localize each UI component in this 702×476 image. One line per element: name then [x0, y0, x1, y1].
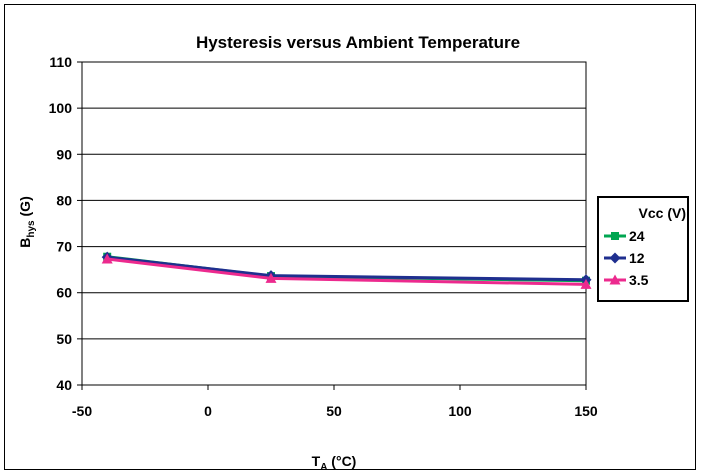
legend-label: 24	[629, 228, 645, 244]
data-point	[101, 253, 113, 264]
x-axis-label-main: T	[312, 453, 321, 469]
legend-marker	[609, 252, 621, 264]
x-tick-label: 100	[448, 403, 472, 419]
y-tick-label: 70	[56, 239, 72, 255]
y-axis-label-unit: (G)	[17, 196, 33, 220]
y-tick-label: 100	[49, 100, 73, 116]
data-point	[265, 272, 277, 283]
x-axis-label-sub: A	[320, 462, 327, 473]
y-axis-label-sub: hys	[26, 220, 37, 238]
x-axis-label-unit: (°C)	[327, 453, 356, 469]
legend: Vcc (V) 24 12 3.5	[597, 196, 689, 302]
legend-marker	[609, 274, 621, 285]
legend-item-24: 24	[604, 228, 645, 244]
x-axis-label: TA (°C)	[312, 453, 357, 473]
x-tick-label: 0	[204, 403, 212, 419]
grid-lines	[77, 61, 587, 390]
y-tick-label: 90	[56, 146, 72, 162]
legend-marker	[611, 232, 619, 240]
series-layer	[101, 251, 592, 289]
y-tick-label: 40	[56, 377, 72, 393]
plot-area	[81, 61, 587, 386]
x-tick-labels: -50 0 50 100 150	[72, 403, 598, 419]
y-tick-label: 50	[56, 331, 72, 347]
x-tick-label: 150	[574, 403, 598, 419]
y-tick-label: 110	[49, 54, 72, 70]
y-tick-labels: 40 50 60 70 80 90 100 110	[49, 54, 73, 393]
legend-item-12: 12	[604, 250, 645, 266]
data-point	[580, 278, 592, 289]
x-tick-label: -50	[72, 403, 92, 419]
y-tick-label: 80	[56, 192, 72, 208]
chart-frame	[4, 4, 696, 470]
y-tick-label: 60	[56, 285, 72, 301]
legend-title: Vcc (V)	[639, 205, 686, 221]
legend-label: 3.5	[629, 272, 649, 288]
chart-title: Hysteresis versus Ambient Temperature	[196, 33, 520, 52]
legend-item-3.5: 3.5	[604, 272, 649, 288]
series-3.5	[101, 253, 592, 289]
x-tick-label: 50	[326, 403, 342, 419]
y-axis-label: Bhys (G)	[17, 196, 37, 247]
legend-label: 12	[629, 250, 645, 266]
y-axis-label-main: B	[17, 238, 33, 248]
